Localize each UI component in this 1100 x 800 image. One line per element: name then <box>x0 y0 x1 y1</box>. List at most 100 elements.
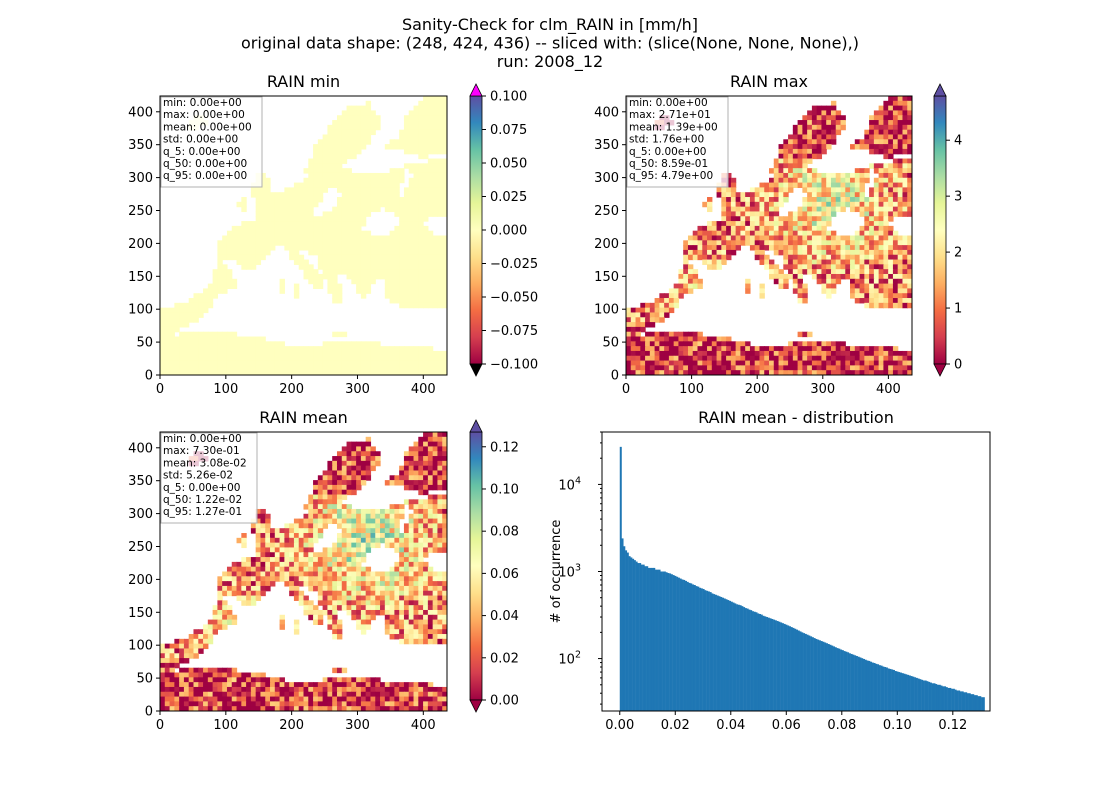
heatmap-cell <box>222 249 228 256</box>
heatmap-cell <box>437 139 443 145</box>
heatmap-cell <box>437 302 443 309</box>
heatmap-cell <box>864 197 870 203</box>
heatmap-cell <box>432 605 439 611</box>
heatmap-cell <box>375 451 381 457</box>
heatmap-cell <box>797 273 803 280</box>
heatmap-cell <box>807 254 813 261</box>
heatmap-cell <box>255 677 262 683</box>
heatmap-cell <box>370 129 376 136</box>
heatmap-cell <box>346 134 352 140</box>
heatmap-cell <box>179 677 185 683</box>
heatmap-cell <box>745 288 751 294</box>
heatmap-cell <box>365 677 372 683</box>
heatmap-cell <box>169 643 175 650</box>
heatmap-cell <box>303 566 309 573</box>
heatmap-cell <box>274 576 281 582</box>
heatmap-cell <box>394 561 400 568</box>
heatmap-cell <box>341 201 348 208</box>
heatmap-cell <box>313 365 319 371</box>
heatmap-cell <box>850 177 856 184</box>
heatmap-cell <box>241 561 247 568</box>
heatmap-cell <box>869 283 875 290</box>
heatmap-cell <box>821 225 827 232</box>
heatmap-cell <box>673 346 680 352</box>
heatmap-cell <box>683 288 689 294</box>
heatmap-cell <box>332 288 338 294</box>
heatmap-cell <box>826 187 832 193</box>
heatmap-cell <box>721 211 727 217</box>
heatmap-cell <box>664 365 670 371</box>
heatmap-cell <box>236 566 242 573</box>
heatmap-cell <box>226 365 233 371</box>
heatmap-cell <box>902 177 908 184</box>
heatmap-cell <box>289 686 295 693</box>
heatmap-cell <box>384 245 391 251</box>
heatmap-cell <box>169 691 175 698</box>
heatmap-cell <box>778 365 784 371</box>
heatmap-cell <box>797 144 803 150</box>
heatmap-cell <box>203 302 209 309</box>
heatmap-cell <box>730 177 737 184</box>
heatmap-cell <box>341 187 348 193</box>
heatmap-cell <box>298 264 305 270</box>
heatmap-cell <box>427 192 434 198</box>
heatmap-cell <box>207 293 214 299</box>
heatmap-cell <box>365 115 372 121</box>
heatmap-cell <box>864 360 870 366</box>
heatmap-cell <box>840 192 846 198</box>
heatmap-cell <box>726 197 732 203</box>
heatmap-cell <box>255 341 262 347</box>
heatmap-cell <box>217 619 223 626</box>
heatmap-cell <box>308 508 314 515</box>
heatmap-cell <box>389 235 395 241</box>
heatmap-cell <box>864 211 870 217</box>
heatmap-cell <box>403 293 410 299</box>
heatmap-cell <box>317 245 324 251</box>
heatmap-cell <box>408 523 415 529</box>
heatmap-cell <box>888 211 894 217</box>
heatmap-cell <box>873 298 880 304</box>
heatmap-cell <box>792 211 799 217</box>
heatmap-cell <box>840 341 846 347</box>
heatmap-cell <box>394 624 400 630</box>
heatmap-cell <box>668 346 675 352</box>
heatmap-cell <box>389 197 395 203</box>
heatmap-cell <box>246 672 252 678</box>
heatmap-cell <box>740 192 746 198</box>
heatmap-cell <box>432 537 439 544</box>
heatmap-cell <box>284 216 290 222</box>
heatmap-cell <box>432 350 439 357</box>
heatmap-cell <box>346 581 352 587</box>
heatmap-cell <box>788 177 794 184</box>
heatmap-cell <box>212 273 218 280</box>
heatmap-cell <box>308 177 314 184</box>
heatmap-cell <box>645 341 651 347</box>
heatmap-cell <box>403 484 410 491</box>
heatmap-cell <box>697 278 703 285</box>
heatmap-cell <box>423 350 429 357</box>
heatmap-cell <box>759 201 765 208</box>
heatmap-cell <box>427 576 434 582</box>
heatmap-cell <box>630 326 637 333</box>
heatmap-cell <box>289 682 295 688</box>
heatmap-cell <box>759 355 765 362</box>
stats-line: std: 1.76e+00 <box>629 134 704 146</box>
heatmap-cell <box>389 513 395 520</box>
heatmap-cell <box>380 264 386 270</box>
heatmap-cell <box>289 235 295 241</box>
heatmap-cell <box>726 177 732 184</box>
heatmap-cell <box>322 134 329 140</box>
heatmap-cell <box>807 221 813 227</box>
heatmap-cell <box>408 547 415 553</box>
heatmap-cell <box>332 134 338 140</box>
heatmap-cell <box>265 346 271 352</box>
heatmap-cell <box>370 523 376 529</box>
heatmap-cell <box>332 240 338 246</box>
heatmap-cell <box>427 456 434 462</box>
heatmap-cell <box>222 365 228 371</box>
heatmap-cell <box>384 249 391 256</box>
heatmap-cell <box>403 216 410 222</box>
heatmap-cell <box>332 504 338 510</box>
heatmap-cell <box>246 341 252 347</box>
heatmap-cell <box>360 134 367 140</box>
